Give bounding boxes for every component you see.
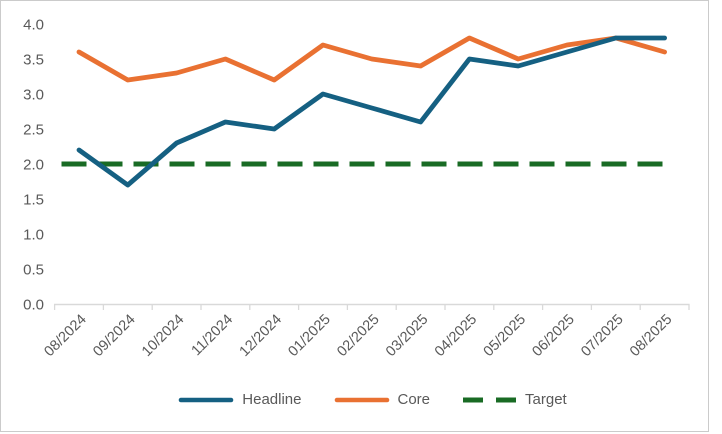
headline-series-line[interactable] bbox=[76, 35, 667, 188]
target-dashed-line-swatch bbox=[463, 397, 517, 402]
legend-item-target[interactable]: Target bbox=[462, 391, 567, 408]
x-axis-tick-label: 12/2024 bbox=[237, 312, 285, 360]
core-series-line[interactable] bbox=[76, 35, 667, 83]
x-axis-tick-label: 05/2025 bbox=[481, 312, 529, 360]
core-line-swatch bbox=[334, 397, 389, 402]
y-axis-tick-label: 3.5 bbox=[23, 51, 44, 68]
y-axis-tick-label: 4.0 bbox=[23, 16, 44, 33]
y-axis-tick-label: 1.0 bbox=[23, 226, 44, 243]
y-axis-tick-label: 2.5 bbox=[23, 121, 44, 138]
x-axis-tick-label: 09/2024 bbox=[90, 312, 138, 360]
y-axis-tick-label: 2.0 bbox=[23, 156, 44, 173]
x-axis-tick-label: 04/2025 bbox=[432, 312, 480, 360]
y-axis-tick-label: 3.0 bbox=[23, 86, 44, 103]
x-axis-tick-label: 06/2025 bbox=[529, 312, 577, 360]
legend-item-core[interactable]: Core bbox=[334, 391, 431, 408]
y-axis-tick-label: 0.0 bbox=[23, 296, 44, 313]
x-axis-tick-label: 10/2024 bbox=[139, 312, 187, 360]
y-axis-tick-label: 1.5 bbox=[23, 191, 44, 208]
y-axis-tick-label: 0.5 bbox=[23, 261, 44, 278]
legend-item-headline[interactable]: Headline bbox=[178, 391, 302, 408]
legend-label-headline: Headline bbox=[242, 391, 302, 408]
x-axis-tick-label: 08/2024 bbox=[41, 312, 89, 360]
x-axis-tick-label: 07/2025 bbox=[578, 312, 626, 360]
headline-line-swatch bbox=[178, 397, 234, 402]
legend-label-core: Core bbox=[397, 391, 431, 408]
legend: Headline Core Target bbox=[0, 391, 722, 408]
x-axis-tick-label: 02/2025 bbox=[334, 312, 382, 360]
x-axis-tick-label: 01/2025 bbox=[285, 312, 333, 360]
x-axis-tick-label: 03/2025 bbox=[383, 312, 431, 360]
x-axis-tick-label: 11/2024 bbox=[189, 312, 237, 360]
legend-label-target: Target bbox=[525, 391, 567, 408]
x-axis-tick-label: 08/2025 bbox=[627, 312, 675, 360]
